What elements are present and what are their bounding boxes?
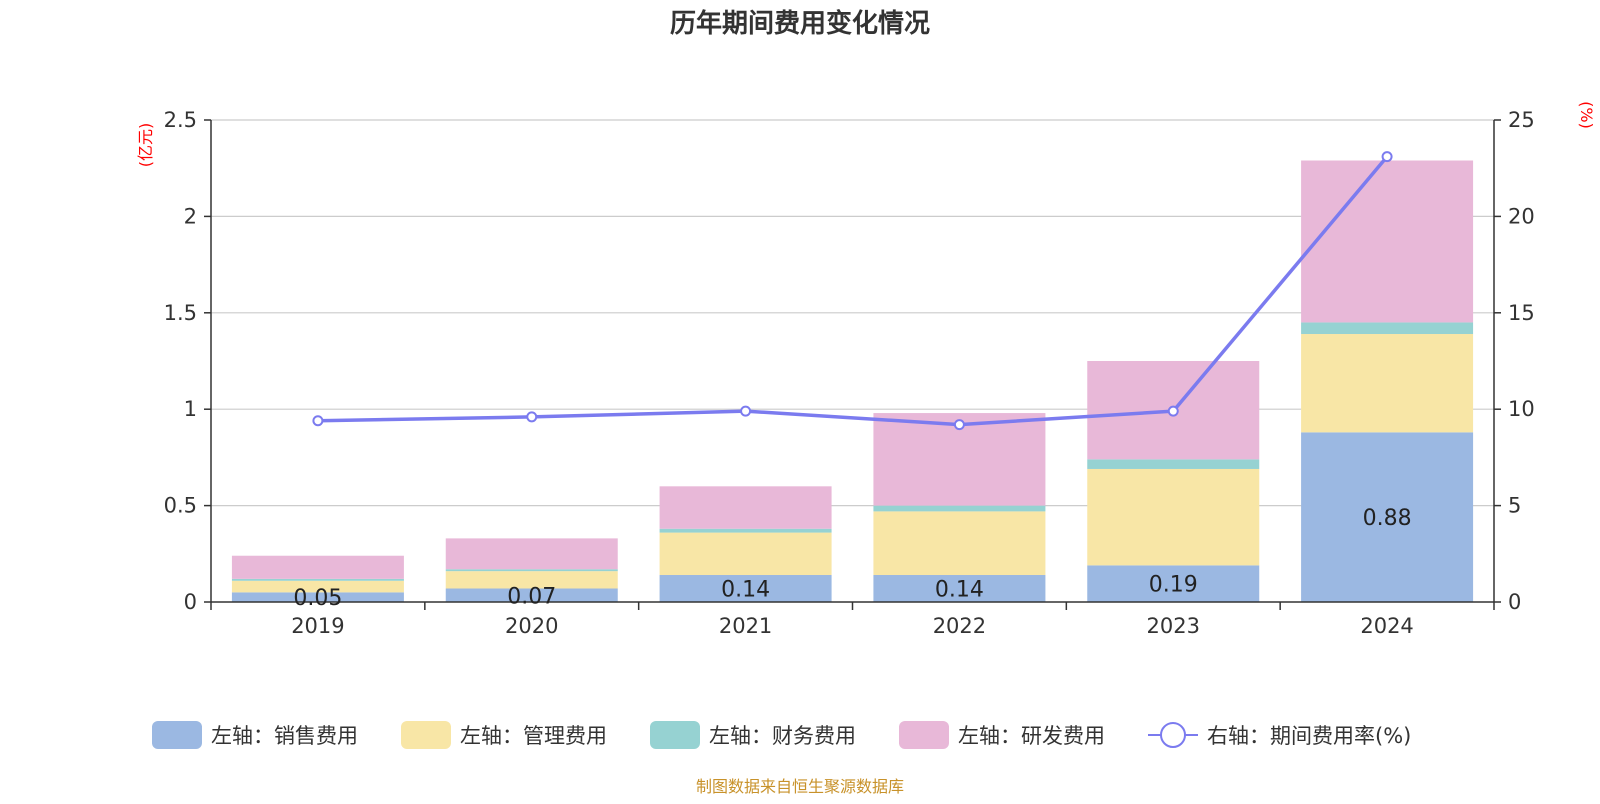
- bar-segment: [231, 580, 404, 593]
- bar-value-label: 0.88: [1363, 506, 1412, 531]
- bar-segment: [659, 575, 832, 602]
- bar-segment: [231, 578, 404, 581]
- legend-label: 左轴：销售费用: [211, 724, 358, 748]
- chart-title: 历年期间费用变化情况: [670, 8, 930, 39]
- x-tick-label: 2023: [1147, 614, 1200, 638]
- rate-point: [1381, 151, 1393, 163]
- left-tick-label: 1: [184, 397, 197, 421]
- bar-segment: [445, 538, 618, 570]
- legend-swatch: [401, 721, 451, 749]
- rate-point: [953, 419, 965, 431]
- rate-point: [526, 411, 538, 423]
- rate-line-path: [317, 155, 1389, 427]
- x-tick-label: 2022: [933, 614, 986, 638]
- bar-segment: [1087, 565, 1260, 602]
- left-tick-label: 0.5: [164, 494, 197, 518]
- bar-value-label: 0.14: [721, 578, 770, 603]
- legend-circle-marker: [1160, 722, 1186, 748]
- bar-segment: [873, 505, 1046, 512]
- right-tick-label: 20: [1508, 204, 1535, 228]
- x-tick-label: 2024: [1360, 614, 1413, 638]
- legend-swatch: [650, 721, 700, 749]
- bar-segment: [231, 592, 404, 602]
- left-axis-unit: (亿元): [136, 123, 155, 168]
- rate-point: [740, 405, 752, 417]
- bar-value-label: 0.05: [293, 586, 342, 611]
- rate-point: [1167, 405, 1179, 417]
- left-tick-label: 2.5: [164, 108, 197, 132]
- bar-segment: [1087, 468, 1260, 566]
- right-axis-unit: (%): [1577, 101, 1596, 129]
- legend-label: 左轴：财务费用: [709, 724, 856, 748]
- bar-segment: [445, 569, 618, 572]
- bar-segment: [873, 511, 1046, 576]
- bar-segment: [1301, 432, 1474, 602]
- bar-value-label: 0.19: [1149, 573, 1198, 598]
- bar-segment: [445, 571, 618, 589]
- bar-segment: [445, 588, 618, 602]
- bar-segment: [659, 532, 832, 576]
- left-tick-label: 0: [184, 590, 197, 614]
- legend-label: 左轴：研发费用: [958, 724, 1105, 748]
- legend-label: 右轴：期间费用率(%): [1207, 724, 1411, 748]
- bar-segment: [1301, 322, 1474, 335]
- rate-line: [312, 151, 1393, 431]
- bar-segment: [659, 528, 832, 533]
- x-tick-label: 2020: [505, 614, 558, 638]
- left-tick-label: 1.5: [164, 301, 197, 325]
- grid: [211, 119, 1494, 507]
- axes: 0 0.5 1 1.5 2 2.5 0 5 10 15 20 25 2019 2020 2021 2022 20…: [164, 108, 1535, 638]
- right-tick-label: 10: [1508, 397, 1535, 421]
- legend-label: 左轴：管理费用: [460, 724, 607, 748]
- legend-swatch: [152, 721, 202, 749]
- data-source: 制图数据来自恒生聚源数据库: [696, 777, 904, 796]
- x-tick-label: 2021: [719, 614, 772, 638]
- x-tick-label: 2019: [291, 614, 344, 638]
- right-tick-label: 25: [1508, 108, 1535, 132]
- legend: 左轴：销售费用 左轴：管理费用 左轴：财务费用 左轴：研发费用 右轴：期间费用率(%): [152, 721, 1411, 749]
- bar-segment: [1301, 334, 1474, 433]
- bar-segment: [873, 575, 1046, 602]
- right-tick-label: 0: [1508, 590, 1521, 614]
- bar-segment: [231, 555, 404, 579]
- left-tick-label: 2: [184, 204, 197, 228]
- rate-point: [312, 415, 324, 427]
- bars: [231, 160, 1474, 602]
- right-tick-label: 15: [1508, 301, 1535, 325]
- bar-value-label: 0.07: [507, 584, 556, 609]
- data-labels: 0.05 0.07 0.14 0.14 0.19 0.88: [293, 506, 1411, 611]
- legend-swatch: [899, 721, 949, 749]
- bar-segment: [1087, 459, 1260, 469]
- bar-segment: [659, 486, 832, 529]
- right-tick-label: 5: [1508, 494, 1521, 518]
- bar-value-label: 0.14: [935, 578, 984, 603]
- bar-segment: [1301, 160, 1474, 323]
